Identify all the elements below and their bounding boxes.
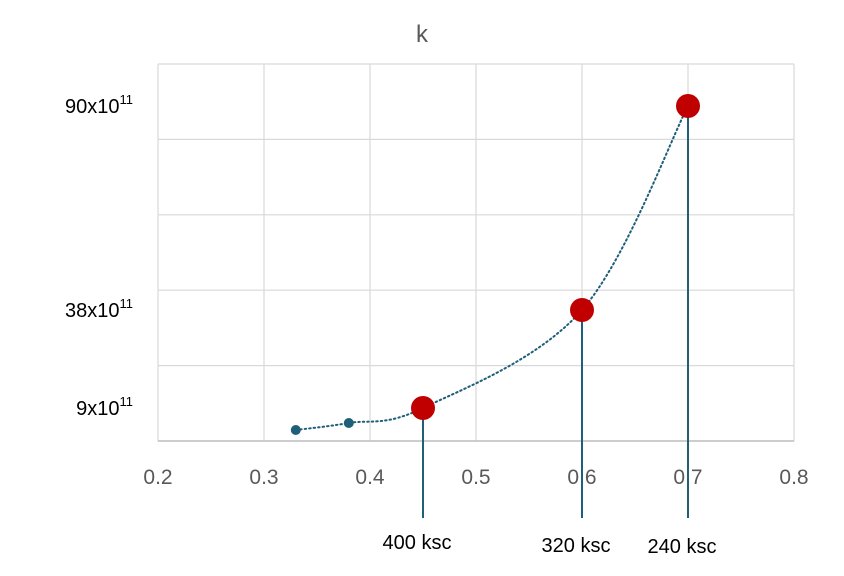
y-label-base: 9x10 — [76, 398, 119, 420]
y-label-base: 90x10 — [65, 96, 120, 118]
y-axis-label: 90x1011 — [65, 92, 133, 118]
highlight-point — [411, 396, 435, 420]
x-axis-ticks: 0.2 0.3 0.4 0.5 0.6 0.7 0.8 — [143, 466, 808, 489]
chart-title: k — [416, 21, 429, 48]
y-axis-label: 38x1011 — [65, 296, 133, 322]
y-label-exponent: 11 — [120, 92, 134, 107]
trendline — [294, 105, 689, 431]
point-label: 400 ksc — [383, 532, 452, 554]
x-tick-label: 0.4 — [355, 466, 385, 489]
y-axis-label: 9x1011 — [76, 394, 133, 420]
x-tick-label: 0.3 — [249, 466, 278, 489]
drop-lines — [422, 106, 689, 518]
point-label: 320 ksc — [542, 535, 611, 557]
y-label-exponent: 11 — [120, 296, 134, 311]
data-point — [290, 425, 301, 435]
data-points — [290, 94, 700, 435]
y-label-exponent: 11 — [120, 394, 134, 409]
trendline-path — [294, 105, 689, 431]
x-tick-label: 0.2 — [143, 466, 172, 489]
gridlines — [157, 63, 795, 442]
highlight-point — [570, 298, 594, 322]
y-label-base: 38x10 — [65, 300, 120, 322]
x-tick-label: 0.5 — [461, 466, 490, 489]
data-point — [343, 418, 354, 428]
point-labels: 400 ksc 320 ksc 240 ksc — [383, 532, 717, 558]
point-label: 240 ksc — [648, 536, 717, 558]
x-tick-label: 0.8 — [779, 466, 808, 489]
highlight-point — [676, 94, 700, 118]
